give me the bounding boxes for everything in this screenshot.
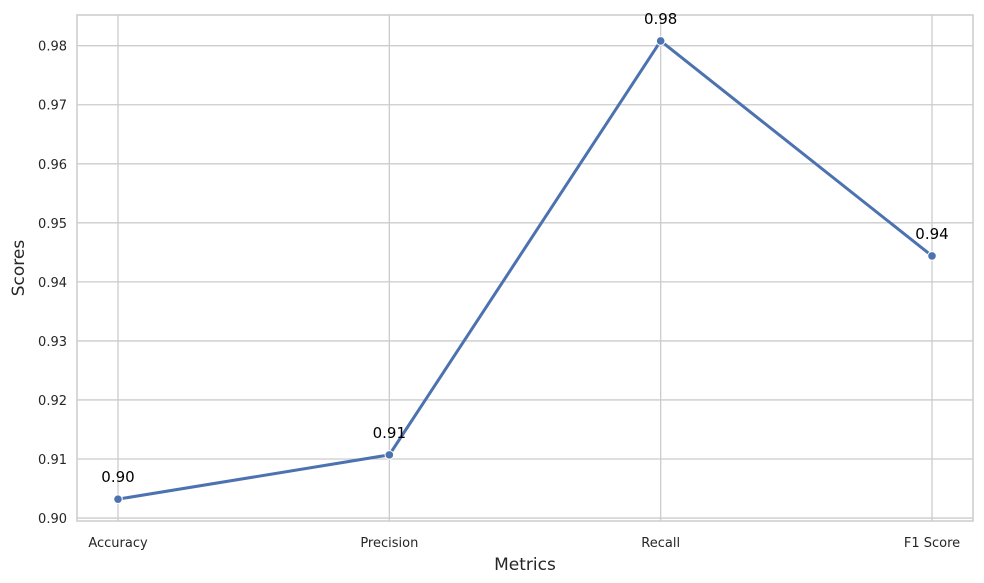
data-point [384,450,395,460]
x-axis-ticks: Accuracy Precision Recall F1 Score [88,536,960,551]
data-points [113,36,937,504]
data-label: 0.90 [101,468,134,486]
x-tick-label: Precision [360,536,418,551]
y-tick-label: 0.92 [38,394,67,409]
y-tick-label: 0.94 [38,276,67,291]
data-point [655,36,666,46]
plot-area-frame [76,14,974,522]
y-axis-title: Scores [9,240,29,297]
y-tick-label: 0.93 [38,335,67,350]
data-labels: 0.90 0.91 0.98 0.94 [101,10,948,486]
y-tick-label: 0.98 [38,40,67,55]
x-axis-title: Metrics [494,555,556,575]
data-label: 0.91 [373,424,406,442]
data-point [927,251,937,261]
y-tick-label: 0.91 [38,453,67,468]
y-tick-label: 0.90 [38,512,67,527]
series-line [116,39,934,501]
data-label: 0.98 [644,10,677,28]
y-tick-label: 0.95 [38,217,67,232]
data-point [113,494,123,504]
y-axis-ticks: 0.90 0.91 0.92 0.93 0.94 0.95 0.96 0.97 0.98 [38,40,67,527]
data-label: 0.94 [915,225,948,243]
x-tick-label: Recall [641,536,680,551]
x-tick-label: Accuracy [88,536,148,551]
y-tick-label: 0.97 [38,99,67,114]
grid [77,15,973,521]
x-tick-label: F1 Score [904,536,960,551]
y-tick-label: 0.96 [38,158,67,173]
